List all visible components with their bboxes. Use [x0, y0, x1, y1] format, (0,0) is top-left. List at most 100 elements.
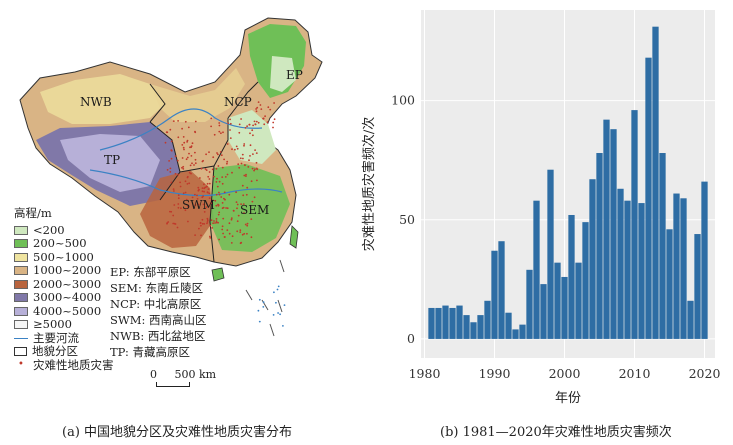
x-tick-label: 1980 — [409, 366, 441, 381]
island-point — [283, 304, 286, 306]
region-box-icon — [14, 347, 27, 357]
hazard-point — [198, 188, 200, 191]
hainan-island — [211, 267, 225, 282]
hazard-point — [181, 166, 183, 169]
hazard-point — [208, 192, 211, 195]
hazard-point — [250, 180, 253, 183]
hazard-point — [194, 120, 197, 123]
bar-1998 — [547, 169, 554, 339]
hazard-point — [208, 197, 211, 200]
hazard-point — [174, 172, 177, 175]
hazard-point — [206, 182, 209, 185]
label-nwb: NWB — [80, 95, 112, 109]
hazard-point — [182, 168, 185, 170]
bar-2000 — [561, 276, 568, 339]
hazard-point — [189, 164, 192, 167]
hazard-point — [200, 234, 202, 237]
bar-1995 — [526, 269, 533, 339]
frequency-chart: 0 50 100 1980 1990 2000 2010 2020 年份 灾难性地质灾害频次… — [361, 10, 721, 406]
hazard-point — [215, 221, 218, 224]
hazard-point — [199, 177, 201, 179]
hazard-point — [203, 190, 206, 193]
hazard-point — [207, 175, 210, 178]
hazard-point — [179, 181, 182, 184]
hazard-point — [257, 101, 260, 103]
hazard-point — [223, 158, 226, 161]
hazard-point — [201, 190, 204, 193]
bar-1987 — [470, 322, 477, 339]
hazard-point — [244, 127, 247, 129]
elevation-swatch — [14, 252, 28, 262]
bar-1991 — [498, 241, 505, 339]
hazard-point — [253, 169, 256, 172]
hazard-point — [217, 221, 220, 224]
hazard-point — [204, 168, 207, 170]
hazard-point — [194, 131, 197, 134]
island-point — [282, 325, 284, 327]
hazard-points — [164, 101, 276, 245]
island-point — [277, 312, 279, 314]
hazard-point — [196, 194, 198, 197]
hazard-point — [190, 172, 192, 175]
hazard-point — [194, 162, 197, 165]
bar-2003 — [582, 222, 589, 339]
legend-elevation-item: 2000~3000 — [14, 278, 114, 292]
label-tp: TP — [104, 153, 121, 167]
hazard-point — [218, 193, 221, 196]
x-tick-label: 2000 — [549, 366, 581, 381]
hazard-point — [170, 157, 173, 160]
bar-2016 — [673, 193, 680, 339]
hazard-point — [202, 203, 205, 206]
hazard-point — [232, 209, 235, 212]
elevation-swatch — [14, 293, 28, 303]
hazard-point — [221, 225, 224, 228]
hazard-point — [214, 199, 217, 202]
hazard-point — [226, 173, 229, 176]
label-sem: SEM — [240, 203, 270, 217]
region-legend-item: SWM: 西南高山区 — [110, 313, 207, 327]
x-tick-label: 1990 — [479, 366, 511, 381]
hazard-point — [165, 131, 168, 134]
hazard-point — [238, 123, 241, 126]
hazard-point — [174, 155, 177, 158]
chart-caption: (b) 1981—2020年灾难性地质灾害频次 — [440, 425, 672, 440]
hazard-point — [222, 217, 225, 220]
hazard-point — [169, 128, 172, 131]
hazard-point — [201, 222, 204, 225]
hazard-point — [264, 115, 266, 118]
bar-2009 — [624, 200, 631, 339]
hazard-point — [210, 125, 213, 128]
hazard-point — [228, 222, 231, 225]
label-ncp: NCP — [224, 95, 252, 109]
bar-2019 — [694, 234, 701, 339]
hazard-point — [217, 213, 220, 216]
hazard-point — [249, 144, 252, 147]
hazard-point — [224, 176, 227, 178]
hazard-point — [255, 108, 257, 110]
hazard-point — [170, 210, 173, 213]
island-point — [277, 285, 280, 288]
bar-1994 — [519, 324, 526, 339]
hazard-point — [247, 166, 250, 168]
hazard-point — [223, 191, 226, 194]
bar-1990 — [491, 250, 498, 339]
hazard-point — [183, 141, 186, 144]
hazard-point — [193, 164, 195, 166]
hazard-point — [249, 155, 251, 157]
hazard-point — [174, 223, 177, 225]
hazard-point — [182, 165, 185, 168]
hazard-point — [213, 220, 215, 222]
hazard-point — [228, 232, 231, 235]
hazard-point — [251, 167, 254, 170]
hazard-point — [238, 166, 241, 169]
region-legend-item: TP: 青藏高原区 — [110, 345, 191, 359]
map-panel: EP NCP NWB TP SWM SEM 高程/m <200 200~500 50… — [0, 0, 355, 445]
hazard-point — [201, 218, 204, 221]
hazard-point — [227, 122, 230, 124]
hazard-point — [186, 176, 189, 179]
legend-elevation-item: ≥5000 — [14, 318, 114, 332]
hazard-point — [212, 156, 215, 159]
x-tick-label: 2020 — [689, 366, 721, 381]
hazard-point — [170, 140, 173, 143]
hazard-point — [239, 231, 242, 234]
